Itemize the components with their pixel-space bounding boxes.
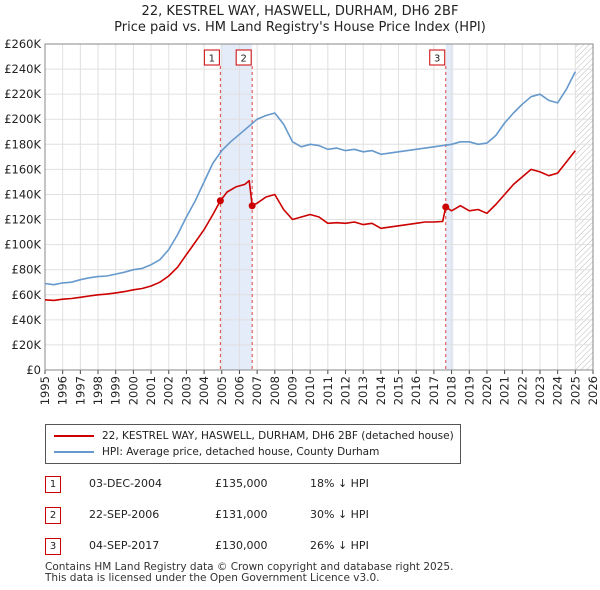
- x-tick-label: 2012: [339, 376, 353, 405]
- x-tick-label: 2017: [427, 376, 441, 405]
- y-tick-label: £200K: [4, 112, 41, 126]
- y-tick-label: £140K: [4, 187, 41, 201]
- transaction-number: 2: [45, 507, 61, 524]
- transaction-number: 3: [45, 538, 61, 555]
- x-tick-label: 2023: [533, 376, 547, 405]
- legend-label-property: 22, KESTREL WAY, HASWELL, DURHAM, DH6 2B…: [102, 430, 454, 442]
- x-tick-label: 2002: [162, 376, 176, 405]
- x-tick-label: 2006: [232, 376, 246, 405]
- transaction-label-box: [429, 49, 446, 66]
- x-tick-label: 2003: [179, 376, 193, 405]
- plot-border: [44, 43, 594, 371]
- transactions-table: 1 03-DEC-2004 £135,000 18% ↓ HPI 2 22-SE…: [45, 476, 465, 569]
- property-price-line: [44, 150, 576, 302]
- x-tick-label: 2011: [321, 376, 335, 405]
- x-tick-label: 2010: [303, 376, 317, 405]
- x-tick-label: 1995: [38, 376, 52, 405]
- transaction-point: [442, 203, 450, 211]
- legend-swatch-property: [54, 435, 94, 437]
- transaction-date: 22-SEP-2006: [89, 508, 160, 521]
- y-tick-label: £120K: [4, 213, 41, 227]
- x-tick-label: 2014: [374, 376, 388, 405]
- legend-label-hpi: HPI: Average price, detached house, Coun…: [102, 446, 380, 458]
- x-tick-label: 2016: [409, 376, 423, 405]
- x-tick-label: 2021: [498, 376, 512, 405]
- x-tick-label: 2008: [268, 376, 282, 405]
- y-tick-label: £60K: [12, 288, 42, 302]
- x-tick-label: 2015: [392, 376, 406, 405]
- x-tick-label: 2001: [144, 376, 158, 405]
- x-tick-label: 2022: [515, 376, 529, 405]
- hpi-line: [44, 71, 577, 286]
- legend-item-hpi: HPI: Average price, detached house, Coun…: [54, 446, 379, 458]
- y-tick-label: £20K: [12, 338, 42, 352]
- x-tick-label: 1997: [73, 376, 87, 405]
- x-tick-label: 2019: [462, 376, 476, 405]
- y-tick-label: £40K: [12, 313, 42, 327]
- transaction-row: 1 03-DEC-2004 £135,000 18% ↓ HPI: [45, 476, 465, 507]
- x-tick-label: 2007: [250, 376, 264, 405]
- transaction-row: 2 22-SEP-2006 £131,000 30% ↓ HPI: [45, 507, 465, 538]
- x-tick-label: 1996: [56, 376, 70, 405]
- x-tick-label: 2025: [568, 376, 582, 405]
- x-tick-label: 2000: [126, 376, 140, 405]
- transaction-label-box: [235, 49, 252, 66]
- x-tick-label: 1999: [109, 376, 123, 405]
- title-line-1: 22, KESTREL WAY, HASWELL, DURHAM, DH6 2B…: [141, 4, 459, 19]
- transaction-hpi: 26% ↓ HPI: [310, 539, 369, 552]
- x-tick-label: 2020: [480, 376, 494, 405]
- transaction-hpi: 18% ↓ HPI: [310, 477, 369, 490]
- transaction-date: 04-SEP-2017: [89, 539, 160, 552]
- chart-title: 22, KESTREL WAY, HASWELL, DURHAM, DH6 2B…: [0, 4, 600, 36]
- x-tick-label: 2026: [586, 376, 600, 405]
- transaction-price: £135,000: [215, 477, 268, 490]
- y-tick-label: £180K: [4, 137, 41, 151]
- legend: 22, KESTREL WAY, HASWELL, DURHAM, DH6 2B…: [45, 424, 461, 464]
- y-tick-label: £220K: [4, 87, 41, 101]
- y-tick-label: £100K: [4, 238, 41, 252]
- x-tick-label: 2013: [356, 376, 370, 405]
- legend-swatch-hpi: [54, 451, 94, 453]
- price-chart: £0 £20K £40K £60K £80K £100K £120K £140K £160K £1…: [4, 37, 600, 405]
- y-tick-label: £0: [26, 363, 41, 377]
- footer: Contains HM Land Registry data © Crown c…: [45, 562, 565, 584]
- transaction-label-box: [203, 49, 220, 66]
- transaction-label: 3: [434, 54, 440, 65]
- footer-line-1: Contains HM Land Registry data © Crown c…: [45, 561, 454, 573]
- future-hatch: [575, 44, 593, 370]
- transaction-point: [248, 202, 256, 210]
- x-tick-label: 2004: [197, 376, 211, 405]
- transaction-date: 03-DEC-2004: [89, 477, 163, 490]
- title-line-2: Price paid vs. HM Land Registry's House …: [114, 20, 486, 35]
- x-tick-label: 2005: [215, 376, 229, 405]
- transaction-number: 1: [45, 476, 61, 493]
- legend-item-property: 22, KESTREL WAY, HASWELL, DURHAM, DH6 2B…: [54, 430, 454, 442]
- x-tick-label: 1998: [91, 376, 105, 405]
- transaction-point: [216, 197, 224, 205]
- x-tick-label: 2024: [551, 376, 565, 405]
- y-tick-label: £80K: [12, 263, 42, 277]
- transaction-label: 1: [209, 54, 215, 65]
- y-tick-label: £160K: [4, 162, 41, 176]
- transaction-row: 3 04-SEP-2017 £130,000 26% ↓ HPI: [45, 538, 465, 569]
- shaded-period: [445, 44, 454, 370]
- transaction-price: £130,000: [215, 539, 268, 552]
- transaction-price: £131,000: [215, 508, 268, 521]
- y-tick-label: £260K: [4, 37, 41, 51]
- footer-line-2: This data is licensed under the Open Gov…: [45, 572, 380, 584]
- y-tick-label: £240K: [4, 62, 41, 76]
- transaction-hpi: 30% ↓ HPI: [310, 508, 369, 521]
- shaded-period: [220, 44, 253, 370]
- x-tick-label: 2018: [445, 376, 459, 405]
- plot-background: [45, 44, 593, 370]
- x-tick-label: 2009: [285, 376, 299, 405]
- transaction-label: 2: [240, 54, 246, 65]
